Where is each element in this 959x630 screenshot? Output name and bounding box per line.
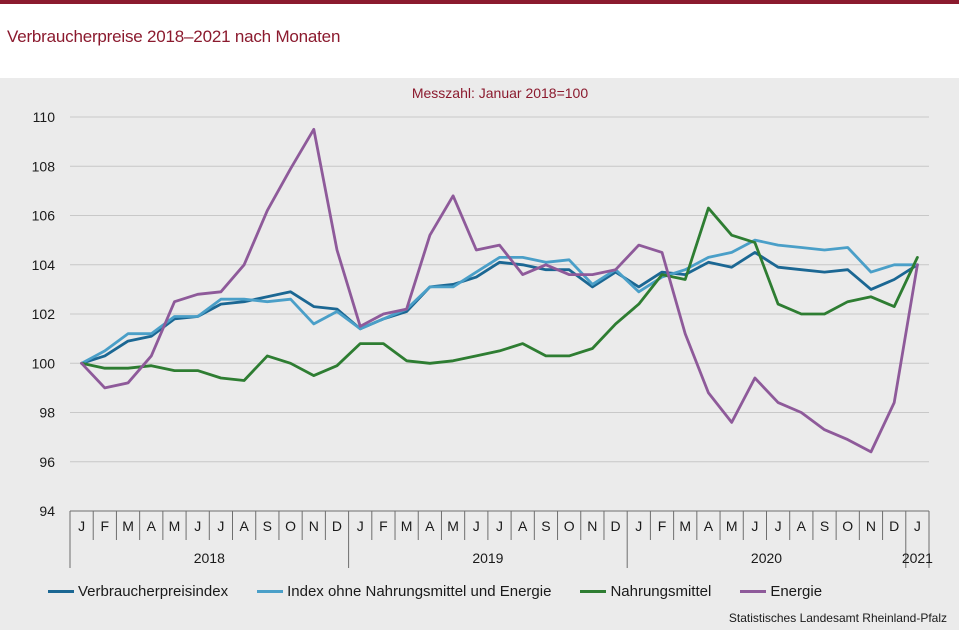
series-line-2 [80,238,919,365]
x-axis: J F M A M J J A S O N D J F M A M J J A S O N D J F M A M J J A S O N D J201… [69,510,933,568]
legend-item-verbraucherpreisindex: Verbraucherpreisindex [48,583,228,600]
x-tick-label: A [518,518,528,534]
y-tick-label: 98 [39,405,55,421]
legend: Verbraucherpreisindex Index ohne Nahrung… [48,580,851,602]
year-label: 2018 [194,550,225,566]
chart-title: Verbraucherpreise 2018–2021 nach Monaten [7,27,341,46]
x-tick-label: J [357,518,364,534]
x-tick-label: D [332,518,342,534]
x-tick-label: A [239,518,249,534]
x-tick-label: M [122,518,134,534]
x-tick-label: M [169,518,181,534]
gridlines [70,116,929,463]
x-tick-label: N [866,518,876,534]
y-axis: 94 96 98 100 102 104 106 108 110 [32,109,56,519]
x-tick-label: M [679,518,691,534]
x-tick-label: D [889,518,899,534]
brand-top-bar [0,0,959,4]
y-tick-label: 108 [32,158,56,174]
legend-label: Nahrungsmittel [610,582,712,600]
x-tick-label: J [775,518,782,534]
x-tick-label: M [447,518,459,534]
series-line-4 [80,127,919,454]
legend-item-kerninflation: Index ohne Nahrungsmittel und Energie [257,583,551,600]
x-tick-label: S [820,518,829,534]
chart-background [0,72,959,630]
legend-swatch [48,589,74,593]
x-tick-label: A [704,518,714,534]
series-lines [80,127,919,454]
y-tick-label: 110 [33,109,56,125]
x-tick-label: F [379,518,388,534]
x-tick-label: A [797,518,807,534]
x-tick-label: N [587,518,597,534]
x-tick-label: F [101,518,110,534]
y-tick-label: 94 [39,503,55,519]
x-tick-label: J [635,518,642,534]
x-tick-label: J [496,518,503,534]
y-tick-label: 102 [32,306,56,322]
y-tick-label: 96 [39,454,55,470]
y-tick-label: 100 [32,355,56,371]
x-tick-label: A [147,518,157,534]
x-tick-label: J [751,518,758,534]
x-tick-label: J [78,518,85,534]
x-tick-label: S [263,518,272,534]
series-line-3 [80,206,919,382]
year-label: 2019 [472,550,503,566]
x-tick-label: A [425,518,435,534]
x-tick-label: J [473,518,480,534]
y-tick-label: 104 [32,257,56,273]
x-tick-label: O [564,518,575,534]
y-tick-label: 106 [32,208,56,224]
series-line-1 [80,250,919,365]
x-tick-label: J [217,518,224,534]
x-tick-label: S [541,518,550,534]
legend-label: Verbraucherpreisindex [78,582,229,600]
legend-item-energie: Energie [740,583,822,600]
x-tick-label: F [658,518,667,534]
chart-subtitle: Messzahl: Januar 2018=100 [412,85,588,101]
legend-swatch [257,589,284,593]
x-tick-label: O [285,518,296,534]
legend-item-nahrungsmittel: Nahrungsmittel [580,583,711,600]
source-note: Statistisches Landesamt Rheinland-Pfalz [728,611,947,625]
legend-label: Energie [770,582,823,600]
x-tick-label: N [309,518,319,534]
legend-swatch [740,589,767,593]
x-tick-label: J [194,518,201,534]
legend-swatch [580,589,607,593]
x-tick-label: J [914,518,921,534]
x-tick-label: O [842,518,853,534]
x-tick-label: M [726,518,738,534]
year-label: 2021 [902,550,933,566]
x-tick-label: D [611,518,621,534]
legend-label: Index ohne Nahrungsmittel und Energie [287,582,552,600]
x-tick-label: M [401,518,413,534]
divider [0,72,959,78]
year-label: 2020 [751,550,782,566]
